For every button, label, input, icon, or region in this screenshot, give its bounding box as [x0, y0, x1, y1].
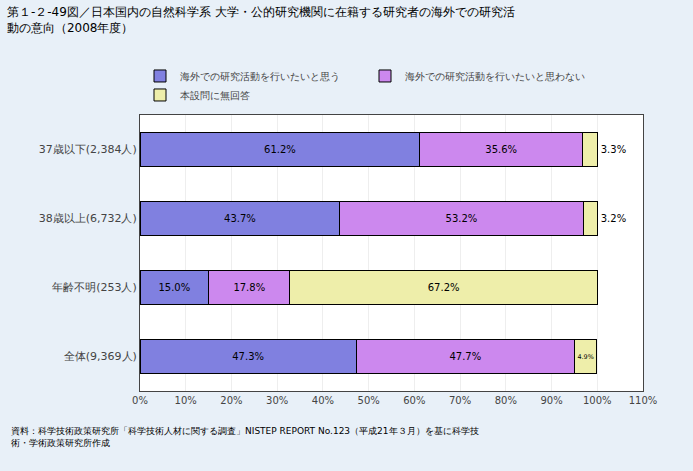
svg-text:年齢不明(253人): 年齢不明(253人) [52, 281, 137, 294]
svg-text:30%: 30% [266, 395, 288, 406]
svg-text:10%: 10% [175, 395, 197, 406]
svg-text:0%: 0% [132, 395, 148, 406]
svg-text:100%: 100% [583, 395, 612, 406]
svg-text:110%: 110% [629, 395, 658, 406]
svg-text:67.2%: 67.2% [428, 282, 460, 293]
svg-text:50%: 50% [358, 395, 380, 406]
svg-text:43.7%: 43.7% [224, 213, 256, 224]
svg-text:38歳以上(6,732人): 38歳以上(6,732人) [39, 212, 137, 225]
svg-text:35.6%: 35.6% [485, 144, 517, 155]
svg-text:53.2%: 53.2% [446, 213, 478, 224]
svg-text:海外での研究活動を行いたいと思う: 海外での研究活動を行いたいと思う [180, 71, 340, 82]
svg-text:4.9%: 4.9% [577, 353, 593, 361]
svg-text:海外での研究活動を行いたいと思わない: 海外での研究活動を行いたいと思わない [405, 71, 585, 82]
svg-text:20%: 20% [220, 395, 242, 406]
svg-text:47.7%: 47.7% [449, 351, 481, 362]
svg-text:本設問に無回答: 本設問に無回答 [180, 90, 250, 101]
svg-text:15.0%: 15.0% [158, 282, 190, 293]
svg-text:90%: 90% [540, 395, 562, 406]
svg-text:37歳以下(2,384人): 37歳以下(2,384人) [39, 143, 137, 156]
svg-text:60%: 60% [403, 395, 425, 406]
svg-text:全体(9,369人): 全体(9,369人) [64, 350, 137, 363]
svg-text:3.2%: 3.2% [601, 213, 626, 224]
svg-text:第１-２-49図／日本国内の自然科学系 大学・公的研究機関に: 第１-２-49図／日本国内の自然科学系 大学・公的研究機関に在籍する研究者の海外… [7, 5, 515, 35]
svg-text:40%: 40% [312, 395, 334, 406]
svg-text:61.2%: 61.2% [264, 144, 296, 155]
svg-text:47.3%: 47.3% [232, 351, 264, 362]
svg-text:資料：科学技術政策研究所「科学技術人材に関する調査」NIST: 資料：科学技術政策研究所「科学技術人材に関する調査」NISTEP REPORT … [11, 426, 479, 448]
svg-text:80%: 80% [495, 395, 517, 406]
svg-text:70%: 70% [449, 395, 471, 406]
svg-text:3.3%: 3.3% [601, 144, 626, 155]
svg-text:17.8%: 17.8% [233, 282, 265, 293]
